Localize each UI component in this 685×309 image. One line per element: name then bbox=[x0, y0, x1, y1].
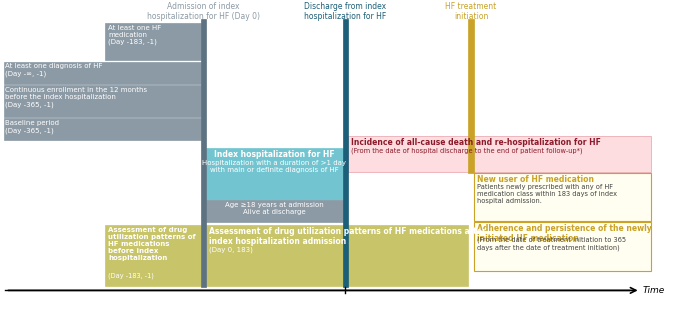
Text: HF treatment
initiation: HF treatment initiation bbox=[445, 2, 497, 21]
Text: Baseline period
(Day -365, -1): Baseline period (Day -365, -1) bbox=[5, 120, 60, 134]
FancyBboxPatch shape bbox=[3, 62, 201, 84]
Text: Assessment of drug
utilization patterns of
HF medications
before index
hospitali: Assessment of drug utilization patterns … bbox=[108, 227, 196, 261]
FancyBboxPatch shape bbox=[3, 85, 201, 117]
FancyBboxPatch shape bbox=[206, 200, 342, 222]
Text: (Day 0, 183): (Day 0, 183) bbox=[209, 247, 253, 253]
Text: Time: Time bbox=[643, 286, 664, 295]
FancyBboxPatch shape bbox=[105, 225, 201, 286]
Text: Adherence and persistence of the newly
initiated HF medication: Adherence and persistence of the newly i… bbox=[477, 224, 651, 243]
Text: At least one HF
medication
(Day -183, -1): At least one HF medication (Day -183, -1… bbox=[108, 25, 162, 45]
Text: Incidence of all-cause death and re-hospitalization for HF: Incidence of all-cause death and re-hosp… bbox=[351, 138, 601, 147]
FancyBboxPatch shape bbox=[474, 173, 651, 221]
Text: Discharge from index
hospitalization for HF: Discharge from index hospitalization for… bbox=[304, 2, 386, 21]
FancyBboxPatch shape bbox=[474, 222, 651, 272]
Text: Index hospitalization for HF: Index hospitalization for HF bbox=[214, 150, 335, 159]
Text: New user of HF medication: New user of HF medication bbox=[477, 175, 594, 184]
Text: Assessment of drug utilization patterns of HF medications after
index hospitaliz: Assessment of drug utilization patterns … bbox=[209, 227, 486, 246]
Text: (Day -183, -1): (Day -183, -1) bbox=[108, 273, 154, 279]
FancyBboxPatch shape bbox=[469, 19, 474, 173]
Text: (From the date of treatment initiation to 365
days after the date of treatment i: (From the date of treatment initiation t… bbox=[477, 237, 626, 251]
FancyBboxPatch shape bbox=[348, 136, 651, 172]
Text: Hospitalization with a duration of >1 day
with main or definite diagnosis of HF: Hospitalization with a duration of >1 da… bbox=[203, 160, 347, 173]
Text: Admission of index
hospitalization for HF (Day 0): Admission of index hospitalization for H… bbox=[147, 2, 260, 21]
Text: Age ≥18 years at admission
Alive at discharge: Age ≥18 years at admission Alive at disc… bbox=[225, 202, 324, 215]
FancyBboxPatch shape bbox=[105, 23, 201, 61]
Text: Continuous enrollment in the 12 months
before the index hospitalization
(Day -36: Continuous enrollment in the 12 months b… bbox=[5, 87, 147, 108]
Text: (From the date of hospital discharge to the end of patient follow-up*): (From the date of hospital discharge to … bbox=[351, 147, 583, 154]
FancyBboxPatch shape bbox=[3, 118, 201, 140]
Text: Patients newly prescribed with any of HF
medication class within 183 days of ind: Patients newly prescribed with any of HF… bbox=[477, 184, 616, 204]
FancyBboxPatch shape bbox=[342, 19, 348, 287]
FancyBboxPatch shape bbox=[206, 148, 342, 200]
FancyBboxPatch shape bbox=[206, 225, 469, 286]
Text: At least one diagnosis of HF
(Day -∞, -1): At least one diagnosis of HF (Day -∞, -1… bbox=[5, 63, 103, 77]
FancyBboxPatch shape bbox=[201, 19, 206, 287]
